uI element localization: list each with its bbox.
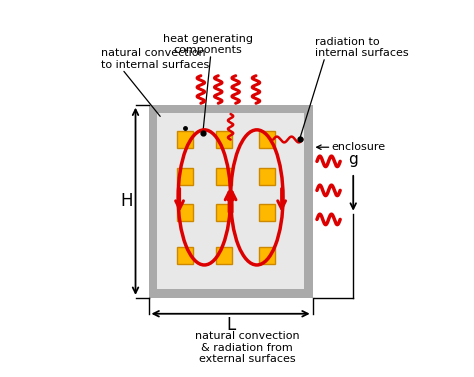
Text: natural convection
to internal surfaces: natural convection to internal surfaces bbox=[100, 48, 209, 70]
Text: radiation to
internal surfaces: radiation to internal surfaces bbox=[316, 37, 409, 58]
Text: L: L bbox=[226, 316, 235, 334]
Text: natural convection
& radiation from
external surfaces: natural convection & radiation from exte… bbox=[195, 331, 299, 365]
Bar bbox=[177, 247, 192, 264]
Text: heat generating
components: heat generating components bbox=[163, 34, 253, 55]
Bar bbox=[216, 168, 232, 185]
Text: g: g bbox=[348, 152, 358, 167]
Text: enclosure: enclosure bbox=[317, 142, 385, 152]
Bar bbox=[259, 131, 274, 148]
Bar bbox=[177, 204, 192, 221]
Bar bbox=[216, 247, 232, 264]
Bar bbox=[216, 131, 232, 148]
Text: H: H bbox=[120, 192, 133, 210]
Bar bbox=[157, 113, 304, 289]
Bar bbox=[259, 247, 274, 264]
Bar bbox=[216, 204, 232, 221]
Bar bbox=[259, 168, 274, 185]
Bar bbox=[177, 131, 192, 148]
Bar bbox=[259, 204, 274, 221]
Bar bbox=[148, 105, 312, 298]
Bar bbox=[177, 168, 192, 185]
